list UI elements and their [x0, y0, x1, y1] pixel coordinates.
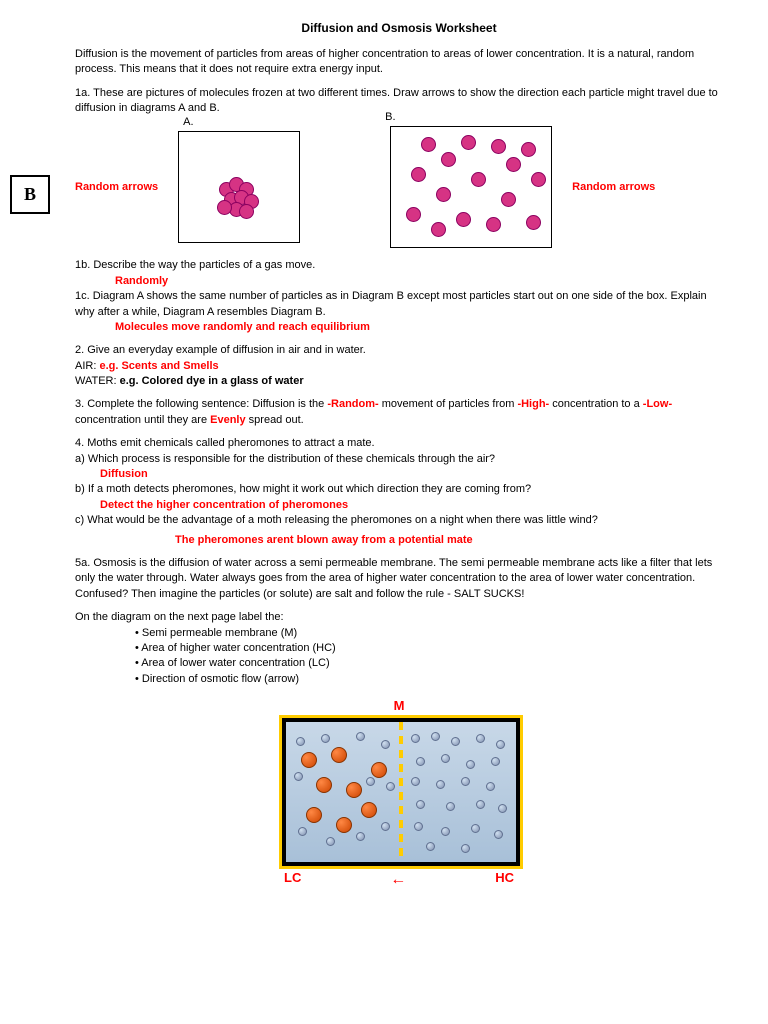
question-1a: 1a. These are pictures of molecules froz…: [75, 86, 723, 117]
question-4b: b) If a moth detects pheromones, how mig…: [75, 482, 723, 497]
membrane: [399, 722, 403, 862]
q3-evenly: Evenly: [210, 414, 245, 426]
q5-prompt: On the diagram on the next page label th…: [75, 610, 723, 625]
answer-1b: Randomly: [115, 274, 723, 289]
air-label: AIR:: [75, 360, 99, 372]
hc-label: HC: [495, 869, 514, 891]
q2-air-line: AIR: e.g. Scents and Smells: [75, 359, 723, 374]
q3-low: -Low-: [643, 398, 672, 410]
q3-mid3: concentration until they are: [75, 414, 210, 426]
question-4a: a) Which process is responsible for the …: [75, 452, 723, 467]
lc-label: LC: [284, 869, 301, 891]
q3-random: -Random-: [327, 398, 378, 410]
m-label: M: [75, 697, 723, 715]
water-area: [286, 722, 516, 862]
page-title: Diffusion and Osmosis Worksheet: [75, 20, 723, 37]
q3-end: spread out.: [246, 414, 304, 426]
answer-1c: Molecules move randomly and reach equili…: [115, 320, 723, 335]
q2-water-line: WATER: e.g. Colored dye in a glass of wa…: [75, 374, 723, 389]
bullet-1: • Semi permeable membrane (M): [135, 626, 723, 641]
random-arrows-right: Random arrows: [572, 180, 655, 195]
worksheet-page: B Diffusion and Osmosis Worksheet Diffus…: [0, 0, 768, 912]
water-label: WATER:: [75, 375, 120, 387]
answer-2-air: e.g. Scents and Smells: [99, 360, 218, 372]
random-arrows-left: Random arrows: [75, 180, 158, 195]
tank: [279, 715, 523, 869]
intro-text: Diffusion is the movement of particles f…: [75, 47, 723, 78]
bullet-4: • Direction of osmotic flow (arrow): [135, 672, 723, 687]
question-4c: c) What would be the advantage of a moth…: [75, 513, 723, 528]
diagrams-row: Random arrows A. B.: [75, 126, 723, 248]
diagram-a: [178, 131, 300, 243]
question-3: 3. Complete the following sentence: Diff…: [75, 397, 723, 428]
answer-4c: The pheromones arent blown away from a p…: [175, 533, 723, 548]
osmosis-diagram: LC ← HC: [279, 715, 519, 891]
bottom-labels: LC ← HC: [279, 869, 519, 891]
question-4: 4. Moths emit chemicals called pheromone…: [75, 436, 723, 451]
diagram-b-label: B.: [385, 110, 395, 125]
bullet-3: • Area of lower water concentration (LC): [135, 656, 723, 671]
question-1b: 1b. Describe the way the particles of a …: [75, 258, 723, 273]
answer-2-water: e.g. Colored dye in a glass of water: [120, 375, 304, 387]
question-5a: 5a. Osmosis is the diffusion of water ac…: [75, 556, 723, 602]
osmosis-diagram-container: M: [75, 697, 723, 892]
bullet-2: • Area of higher water concentration (HC…: [135, 641, 723, 656]
q3-pre: 3. Complete the following sentence: Diff…: [75, 398, 327, 410]
arrow-label: ←: [390, 869, 406, 891]
answer-4a: Diffusion: [100, 467, 723, 482]
q3-mid2: concentration to a: [549, 398, 643, 410]
question-1c: 1c. Diagram A shows the same number of p…: [75, 289, 723, 320]
q5-bullets: • Semi permeable membrane (M) • Area of …: [135, 626, 723, 688]
q3-mid1: movement of particles from: [379, 398, 518, 410]
q3-high: -High-: [517, 398, 549, 410]
b-marker-box: B: [10, 175, 50, 214]
diagram-b: [390, 126, 552, 248]
answer-4b: Detect the higher concentration of phero…: [100, 498, 723, 513]
question-2: 2. Give an everyday example of diffusion…: [75, 343, 723, 358]
diagram-a-label: A.: [183, 115, 193, 130]
